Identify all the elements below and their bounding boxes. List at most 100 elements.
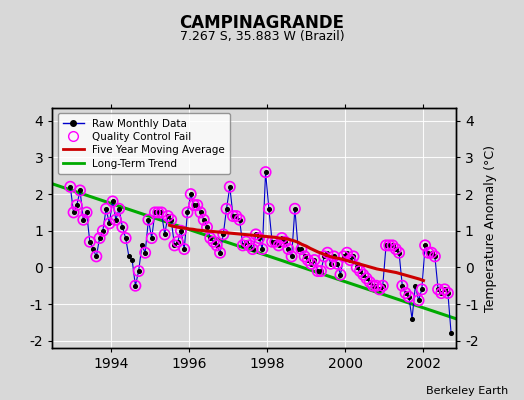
Point: [268, 238, 276, 245]
Point: [333, 260, 342, 267]
Point: [291, 206, 299, 212]
Point: [85, 238, 94, 245]
Point: [242, 238, 250, 245]
Point: [73, 202, 81, 208]
Point: [115, 206, 123, 212]
Point: [144, 216, 152, 223]
Point: [278, 235, 286, 241]
Point: [408, 316, 416, 322]
Point: [122, 235, 130, 241]
Point: [369, 282, 377, 289]
Point: [405, 294, 413, 300]
Point: [294, 246, 302, 252]
Point: [170, 242, 179, 249]
Point: [226, 184, 234, 190]
Point: [219, 231, 227, 238]
Point: [330, 253, 338, 260]
Point: [82, 209, 91, 216]
Point: [157, 209, 166, 216]
Point: [434, 286, 442, 292]
Point: [401, 290, 410, 296]
Point: [144, 216, 152, 223]
Point: [196, 209, 205, 216]
Point: [313, 268, 322, 274]
Point: [437, 290, 445, 296]
Point: [79, 216, 88, 223]
Point: [73, 202, 81, 208]
Point: [350, 253, 358, 260]
Point: [203, 224, 211, 230]
Point: [316, 268, 325, 274]
Point: [343, 250, 351, 256]
Point: [200, 216, 208, 223]
Point: [66, 184, 74, 190]
Point: [183, 209, 192, 216]
Point: [372, 282, 380, 289]
Point: [248, 246, 257, 252]
Point: [151, 209, 159, 216]
Point: [209, 238, 217, 245]
Point: [310, 257, 319, 263]
Point: [310, 257, 319, 263]
Point: [359, 272, 367, 278]
Point: [135, 268, 143, 274]
Point: [118, 224, 127, 230]
Point: [401, 290, 410, 296]
Point: [252, 231, 260, 238]
Point: [330, 253, 338, 260]
Point: [131, 282, 139, 289]
Point: [209, 238, 217, 245]
Point: [444, 290, 452, 296]
Point: [118, 224, 127, 230]
Point: [304, 257, 312, 263]
Point: [151, 209, 159, 216]
Point: [235, 216, 244, 223]
Point: [187, 191, 195, 197]
Point: [385, 242, 394, 249]
Point: [222, 206, 231, 212]
Point: [206, 235, 214, 241]
Point: [160, 231, 169, 238]
Point: [76, 187, 84, 194]
Point: [388, 242, 397, 249]
Point: [411, 282, 420, 289]
Point: [196, 209, 205, 216]
Y-axis label: Temperature Anomaly (°C): Temperature Anomaly (°C): [484, 144, 497, 312]
Point: [320, 253, 329, 260]
Point: [66, 184, 74, 190]
Point: [418, 286, 426, 292]
Point: [359, 272, 367, 278]
Point: [255, 235, 263, 241]
Point: [284, 246, 292, 252]
Point: [238, 242, 247, 249]
Point: [138, 242, 146, 249]
Point: [154, 209, 162, 216]
Point: [304, 257, 312, 263]
Point: [265, 206, 273, 212]
Point: [278, 235, 286, 241]
Point: [268, 238, 276, 245]
Point: [177, 228, 185, 234]
Legend: Raw Monthly Data, Quality Control Fail, Five Year Moving Average, Long-Term Tren: Raw Monthly Data, Quality Control Fail, …: [58, 113, 230, 174]
Text: Berkeley Earth: Berkeley Earth: [426, 386, 508, 396]
Point: [213, 242, 221, 249]
Point: [353, 264, 361, 270]
Point: [105, 220, 114, 227]
Point: [76, 187, 84, 194]
Point: [180, 246, 189, 252]
Point: [173, 238, 182, 245]
Point: [340, 253, 348, 260]
Point: [238, 242, 247, 249]
Point: [424, 250, 432, 256]
Point: [102, 206, 110, 212]
Point: [340, 253, 348, 260]
Point: [216, 250, 224, 256]
Point: [190, 202, 198, 208]
Point: [414, 297, 423, 304]
Point: [350, 253, 358, 260]
Point: [108, 198, 117, 205]
Point: [213, 242, 221, 249]
Point: [82, 209, 91, 216]
Point: [232, 213, 241, 219]
Point: [95, 235, 104, 241]
